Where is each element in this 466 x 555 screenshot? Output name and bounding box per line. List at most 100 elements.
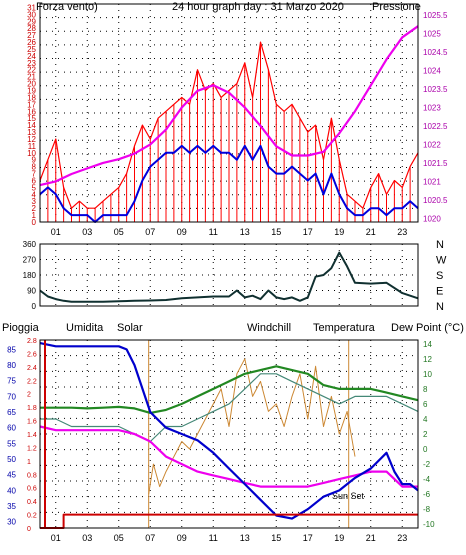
wind-tick-label: 28 bbox=[27, 24, 36, 33]
hour-tick-label: 03 bbox=[82, 227, 92, 237]
wind-tick-label: 15 bbox=[27, 114, 36, 123]
hour-tick-label-bottom: 03 bbox=[82, 533, 92, 543]
windchill-line bbox=[40, 373, 419, 443]
wind-tick-label: 6 bbox=[32, 176, 37, 185]
hour-tick-label: 01 bbox=[51, 227, 61, 237]
rain-tick-label: 1.8 bbox=[27, 405, 37, 412]
hour-tick-label: 07 bbox=[145, 227, 155, 237]
rain-tick-label: 1.6 bbox=[27, 419, 37, 426]
rain-tick-label: 0.8 bbox=[27, 472, 37, 479]
hour-tick-label-bottom: 13 bbox=[240, 533, 250, 543]
temp-tick-label: 2 bbox=[423, 430, 428, 439]
hour-tick-label: 05 bbox=[114, 227, 124, 237]
wind-gust-line bbox=[39, 41, 419, 209]
pressure-tick-label: 1020 bbox=[423, 214, 441, 223]
wind-tick-label: 17 bbox=[27, 100, 36, 109]
humidity-tick-label: 65 bbox=[7, 408, 16, 417]
temp-tick-label: 14 bbox=[423, 340, 432, 349]
wind-tick-label: 31 bbox=[27, 3, 36, 12]
hour-tick-label-bottom: 17 bbox=[303, 533, 313, 543]
wind-tick-label: 2 bbox=[32, 204, 37, 213]
wind-tick-label: 23 bbox=[27, 59, 36, 68]
hour-tick-label: 23 bbox=[397, 227, 407, 237]
windchill-label: Windchill bbox=[247, 322, 291, 334]
temp-tick-label: 10 bbox=[423, 370, 432, 379]
hour-tick-label: 21 bbox=[366, 227, 376, 237]
compass-label: N bbox=[436, 239, 444, 251]
hour-tick-label-bottom: 05 bbox=[114, 533, 124, 543]
rain-tick-label: 2.2 bbox=[27, 378, 37, 385]
pressure-tick-label: 1022.5 bbox=[423, 122, 448, 131]
temp-tick-label: 4 bbox=[423, 415, 428, 424]
direction-tick-label: 0 bbox=[32, 302, 37, 311]
humidity-tick-label: 70 bbox=[7, 392, 16, 401]
wind-tick-label: 12 bbox=[27, 135, 36, 144]
rain-tick-label: 1.2 bbox=[27, 445, 37, 452]
temp-tick-label: -6 bbox=[423, 490, 431, 499]
hour-tick-label-bottom: 01 bbox=[51, 533, 61, 543]
wind-tick-label: 5 bbox=[32, 183, 37, 192]
direction-tick-label: 180 bbox=[23, 271, 37, 280]
dewpoint-label: Dew Point (°C) bbox=[391, 322, 464, 334]
humidity-tick-label: 80 bbox=[7, 361, 16, 370]
hour-tick-label: 19 bbox=[334, 227, 344, 237]
wind-tick-label: 26 bbox=[27, 38, 36, 47]
rain-tick-label: 1.4 bbox=[27, 432, 37, 439]
pressure-tick-label: 1021 bbox=[423, 177, 441, 186]
temp-tick-label: -8 bbox=[423, 505, 431, 514]
direction-tick-label: 90 bbox=[27, 287, 36, 296]
wind-tick-label: 9 bbox=[32, 156, 37, 165]
humidity-tick-label: 85 bbox=[7, 345, 16, 354]
pressure-tick-label: 1022 bbox=[423, 140, 441, 149]
compass-label: E bbox=[436, 286, 443, 298]
humidity-tick-label: 55 bbox=[7, 439, 16, 448]
hour-tick-label: 17 bbox=[303, 227, 313, 237]
wind-tick-label: 21 bbox=[27, 73, 36, 82]
wind-tick-label: 29 bbox=[27, 17, 36, 26]
wind-tick-label: 30 bbox=[27, 10, 36, 19]
hour-tick-label-bottom: 15 bbox=[271, 533, 281, 543]
wind-tick-label: 3 bbox=[32, 197, 37, 206]
pressure-tick-label: 1024.5 bbox=[423, 48, 448, 57]
humidity-tick-label: 30 bbox=[7, 518, 16, 527]
wind-tick-label: 16 bbox=[27, 107, 36, 116]
temp-tick-label: -4 bbox=[423, 475, 431, 484]
wind-tick-label: 19 bbox=[27, 87, 36, 96]
hour-tick-label: 11 bbox=[209, 227, 218, 237]
wind-tick-label: 25 bbox=[27, 45, 36, 54]
hour-tick-label-bottom: 09 bbox=[177, 533, 187, 543]
humidity-tick-label: 45 bbox=[7, 471, 16, 480]
chart-title: 24 hour graph day : 31 Marzo 2020 bbox=[172, 1, 344, 13]
temp-tick-label: 8 bbox=[423, 385, 428, 394]
dewpoint-line bbox=[39, 425, 418, 488]
wind-tick-label: 14 bbox=[27, 121, 36, 130]
wind-tick-label: 7 bbox=[32, 170, 37, 179]
direction-panel-frame bbox=[39, 243, 419, 307]
pressure-tick-label: 1021.5 bbox=[423, 159, 448, 168]
temp-tick-label: -2 bbox=[423, 460, 431, 469]
rain-line bbox=[40, 513, 418, 529]
rain-tick-label: 0.2 bbox=[27, 513, 37, 520]
compass-label: N bbox=[436, 301, 444, 313]
pressure-line bbox=[39, 25, 419, 187]
hour-tick-label-bottom: 11 bbox=[209, 533, 218, 543]
wind-tick-label: 4 bbox=[32, 190, 37, 199]
wind-direction-line bbox=[39, 251, 419, 303]
rain-tick-label: 2.6 bbox=[27, 351, 37, 358]
temp-tick-label: 6 bbox=[423, 400, 428, 409]
pressure-tick-label: 1023.5 bbox=[423, 85, 448, 94]
temp-tick-label: 0 bbox=[423, 445, 428, 454]
wind-tick-label: 24 bbox=[27, 52, 36, 61]
rain-tick-label: 2.8 bbox=[27, 338, 37, 345]
hour-tick-label-bottom: 21 bbox=[366, 533, 376, 543]
pressure-tick-label: 1023 bbox=[423, 103, 441, 112]
temp-tick-label: -10 bbox=[423, 520, 435, 529]
humidity-tick-label: 35 bbox=[7, 502, 16, 511]
wind-tick-label: 22 bbox=[27, 66, 36, 75]
wind-tick-label: 27 bbox=[27, 31, 36, 40]
pressure-tick-label: 1020.5 bbox=[423, 196, 448, 205]
humidity-line bbox=[39, 342, 419, 520]
temp-tick-label: 12 bbox=[423, 355, 432, 364]
